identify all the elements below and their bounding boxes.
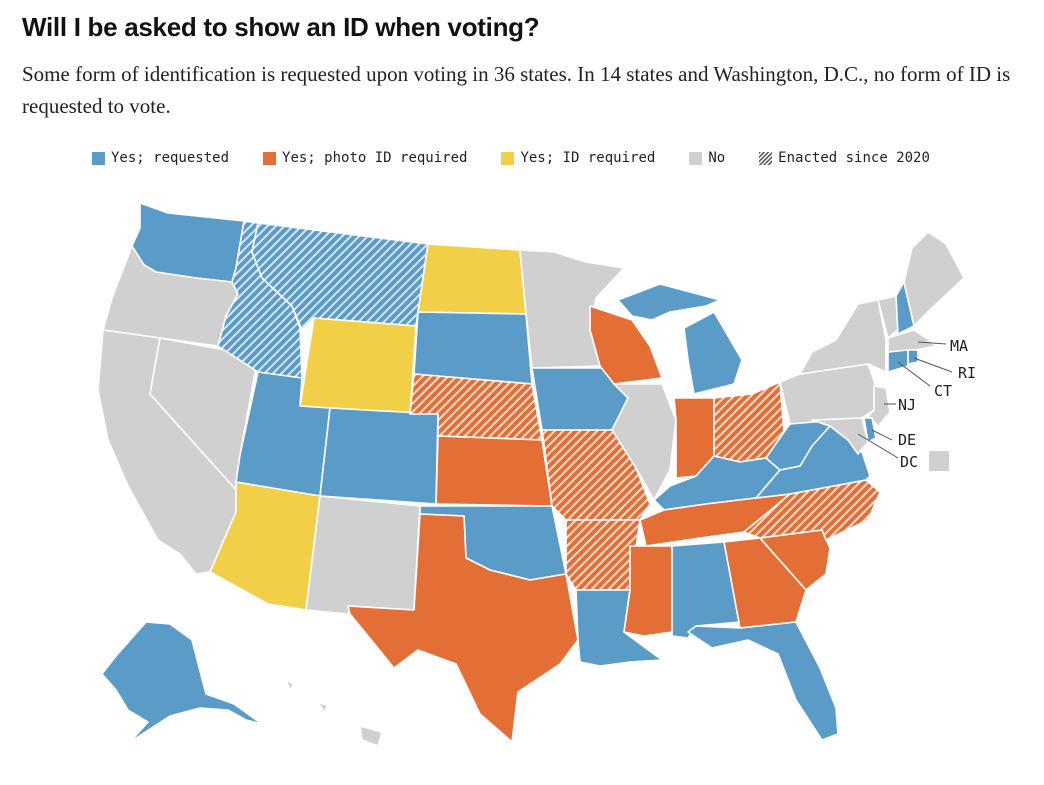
chart-subtitle: Some form of identification is requested…: [22, 62, 1011, 118]
state-DC[interactable]: [929, 451, 949, 471]
legend-swatch-requested: [92, 151, 105, 165]
state-FL[interactable]: [687, 621, 839, 741]
state-CO[interactable]: [319, 407, 439, 505]
state-ME[interactable]: [903, 231, 965, 327]
legend-item-photo: Yes; photo ID required: [263, 150, 467, 166]
callout-label-DE: DE: [898, 431, 916, 449]
state-RI[interactable]: [907, 349, 919, 365]
state-TX[interactable]: [347, 513, 579, 743]
state-MS[interactable]: [623, 545, 673, 637]
legend-swatch-id: [501, 151, 515, 165]
state-AK[interactable]: [101, 621, 263, 743]
state-NY[interactable]: [799, 299, 887, 375]
callout-line-DE: [871, 429, 893, 441]
legend-label-photo: Yes; photo ID required: [282, 150, 468, 166]
callout-label-CT: CT: [934, 382, 952, 400]
legend-swatch-enacted: [759, 151, 773, 165]
callout-lines: [857, 341, 953, 459]
legend-item-enacted: Enacted since 2020: [759, 150, 930, 166]
legend-label-enacted: Enacted since 2020: [778, 150, 930, 166]
callout-line-DC: [857, 433, 899, 459]
legend: Yes; requested Yes; photo ID required Ye…: [92, 148, 964, 168]
state-KS[interactable]: [435, 435, 553, 507]
callout-line-RI: [913, 357, 953, 373]
callout-label-RI: RI: [958, 364, 976, 382]
state-SD[interactable]: [413, 311, 533, 385]
callout-label-MA: MA: [950, 337, 968, 355]
legend-item-no: No: [689, 150, 725, 166]
legend-label-no: No: [708, 150, 726, 166]
callout-line-MA: [917, 341, 947, 345]
state-NC[interactable]: [743, 479, 881, 541]
state-WY[interactable]: [299, 317, 417, 417]
state-NM[interactable]: [305, 495, 421, 615]
state-WI[interactable]: [589, 305, 663, 385]
legend-label-requested: Yes; requested: [111, 150, 230, 166]
state-NJ[interactable]: [867, 385, 891, 427]
callout-label-NJ: NJ: [898, 396, 916, 414]
legend-swatch-no: [689, 151, 703, 165]
state-AR[interactable]: [565, 519, 641, 591]
callout-label-DC: DC: [900, 453, 918, 471]
state-PA[interactable]: [779, 363, 877, 425]
legend-item-id: Yes; ID required: [501, 150, 655, 166]
state-CT[interactable]: [887, 349, 909, 373]
state-HI[interactable]: [285, 679, 383, 747]
state-MI[interactable]: [617, 283, 743, 395]
chart-title: Will I be asked to show an ID when votin…: [22, 12, 540, 42]
state-MA[interactable]: [887, 329, 937, 353]
state-ND[interactable]: [417, 243, 527, 315]
legend-label-id: Yes; ID required: [520, 150, 656, 166]
state-MD[interactable]: [811, 417, 869, 455]
state-GA[interactable]: [723, 537, 807, 629]
legend-swatch-photo: [263, 151, 277, 165]
callout-line-CT: [897, 361, 931, 387]
legend-item-requested: Yes; requested: [92, 150, 229, 166]
